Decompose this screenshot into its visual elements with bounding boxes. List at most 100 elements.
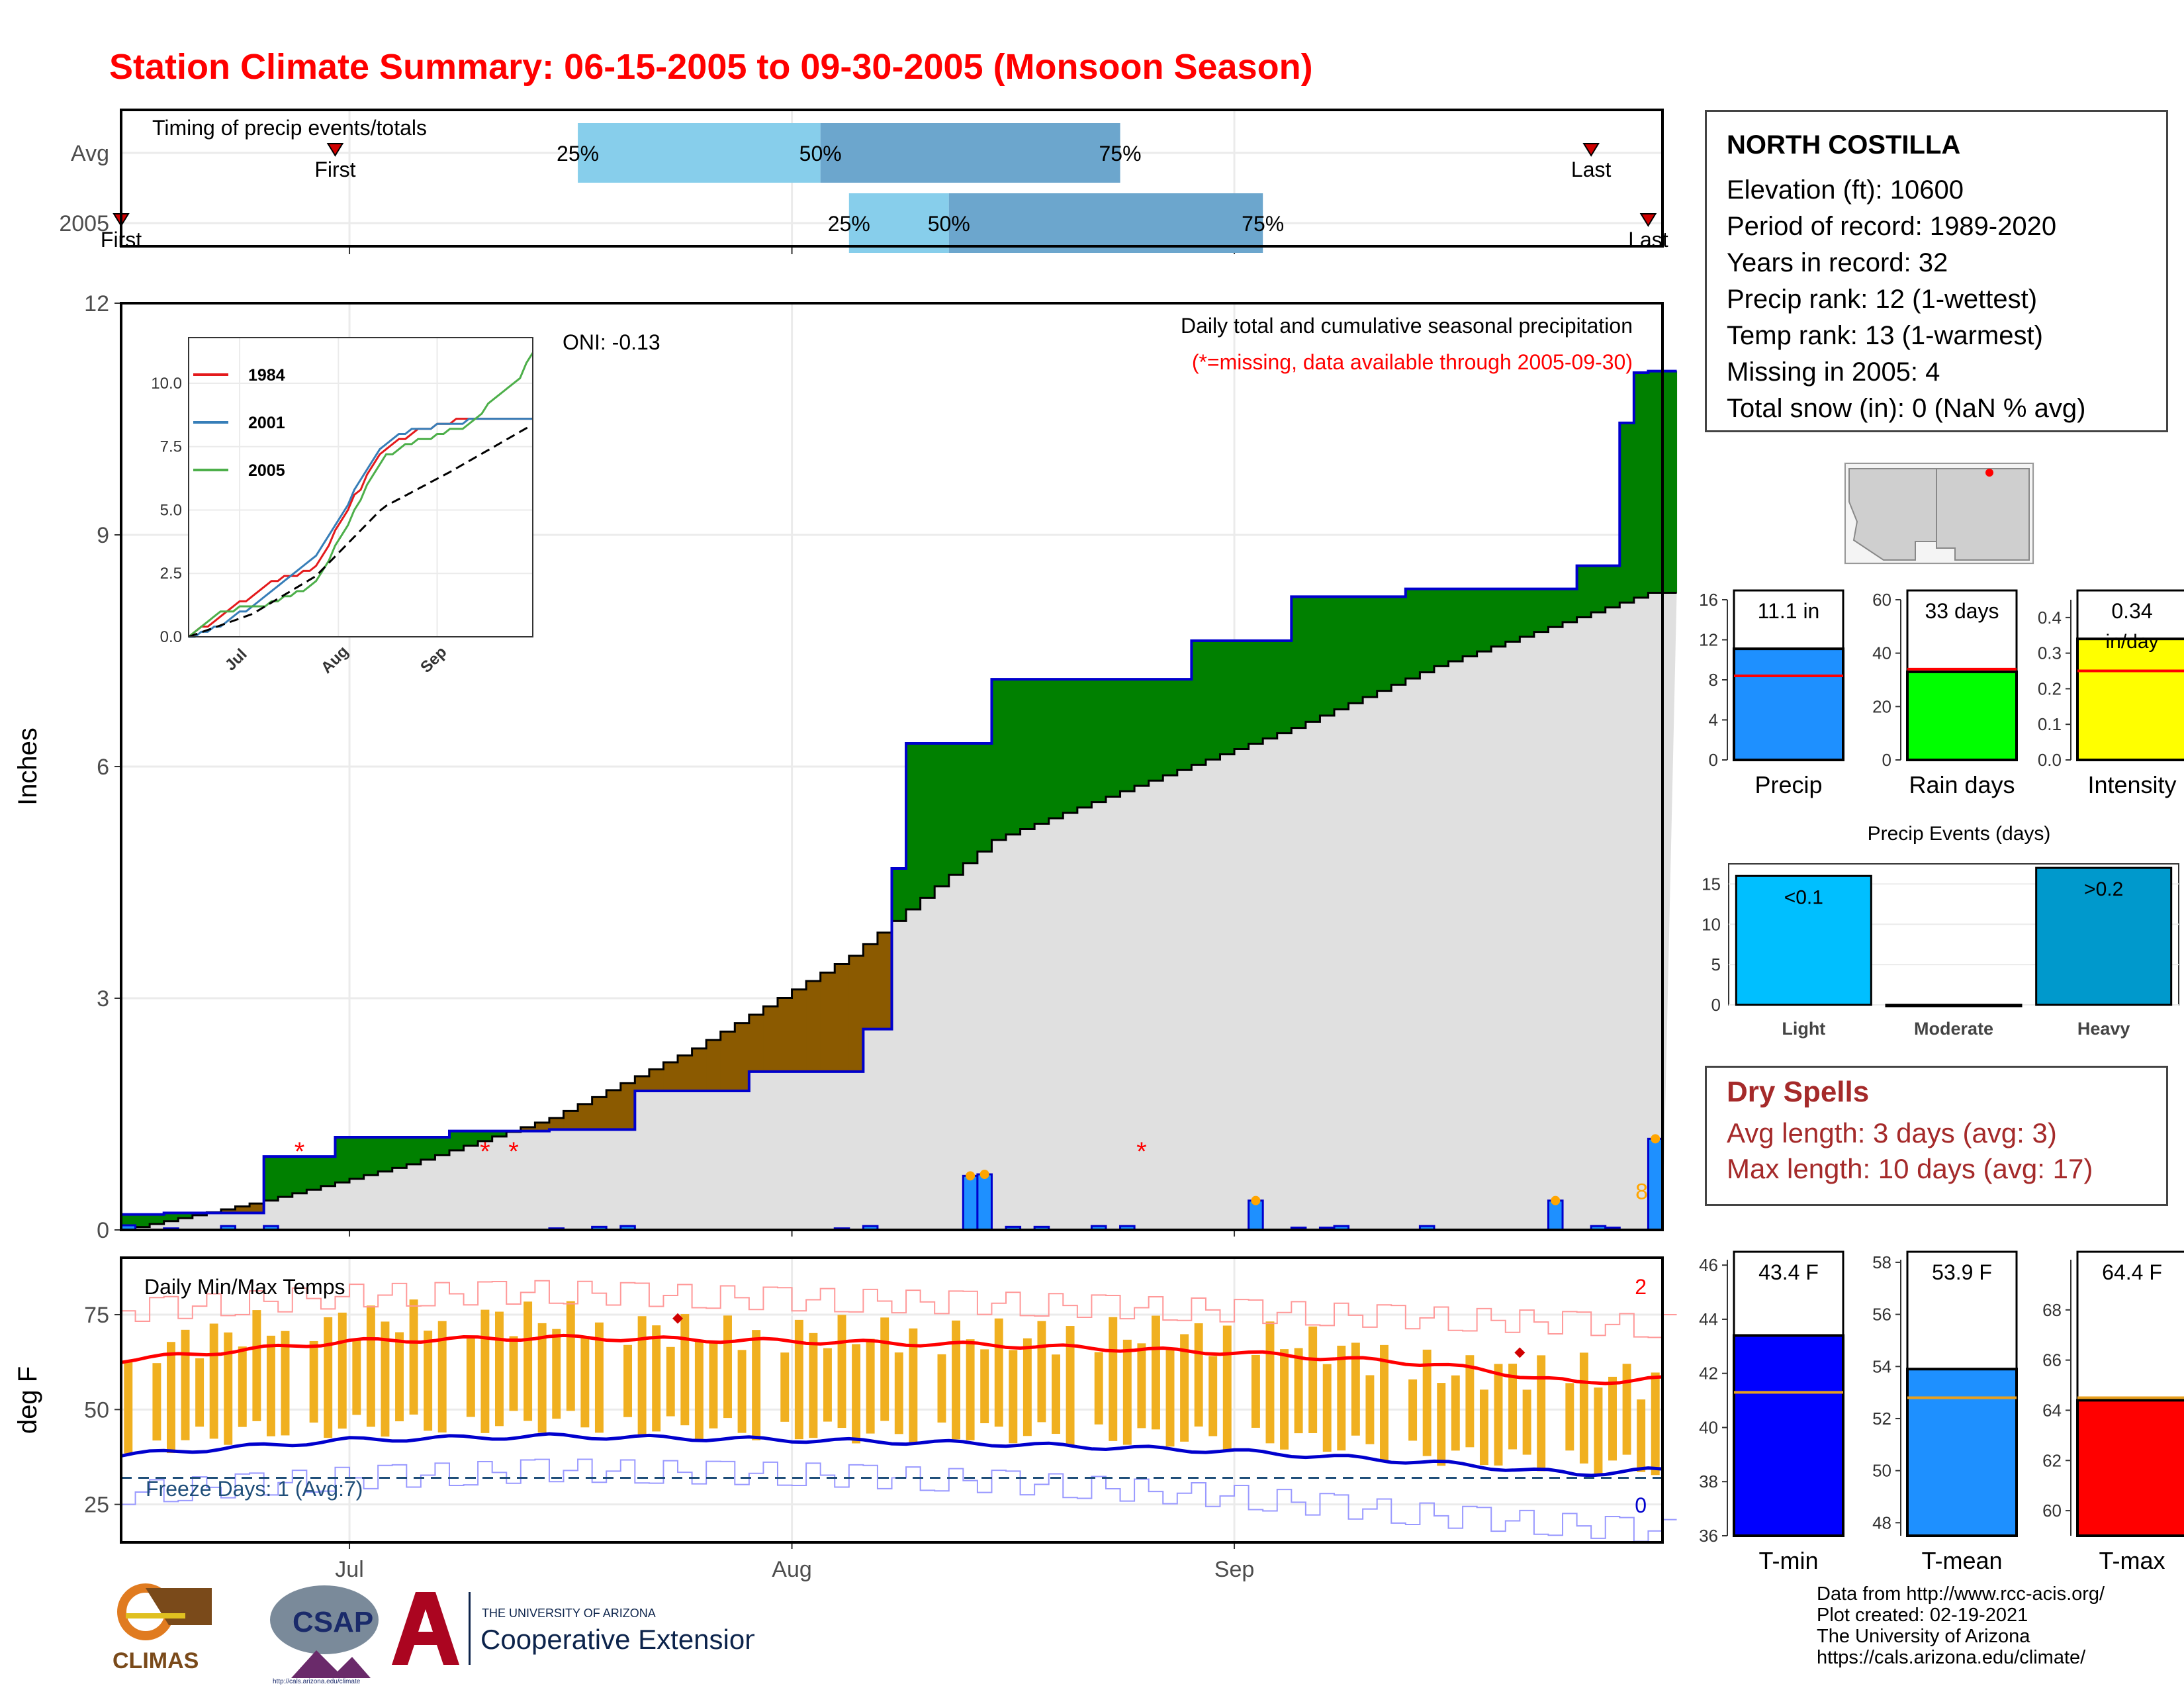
above-avg-fill <box>420 1137 435 1160</box>
timing-quartile-bar-high <box>948 193 1263 253</box>
panel-bar <box>1733 1334 1844 1537</box>
inset-y-tick-label: 2.5 <box>160 565 182 583</box>
above-avg-fill <box>1619 422 1635 603</box>
temperature-summary-bars: 36 38 40 42 44 46 43.4 F T-min 48 50 52 54 56 58 53.9 … <box>1699 1250 2184 1574</box>
below-avg-fill <box>606 1090 621 1130</box>
daily-temp-range-bar <box>1052 1354 1060 1434</box>
panel-y-tick-label: 60 <box>1872 590 1891 610</box>
above-avg-fill <box>1548 588 1563 628</box>
above-avg-fill <box>1063 679 1078 813</box>
credit-university: The University of Arizona <box>1817 1626 2030 1647</box>
below-avg-fill <box>835 964 850 1072</box>
timing-percentile-label: 75% <box>1099 142 1142 165</box>
panel-value-label: 53.9 F <box>1932 1260 1992 1284</box>
panel-category-label: Rain days <box>1909 771 2015 798</box>
above-avg-fill <box>934 743 950 886</box>
panel-y-tick-label: 60 <box>2042 1501 2062 1521</box>
above-avg-fill <box>278 1156 293 1197</box>
above-avg-fill <box>1477 588 1492 652</box>
panel-y-tick-label: 54 <box>1872 1356 1891 1376</box>
above-avg-fill <box>1048 679 1064 819</box>
daily-temp-range-bar <box>266 1335 275 1436</box>
above-avg-fill <box>135 1214 150 1227</box>
timing-quartile-bar-low <box>848 193 949 253</box>
panel-bar <box>2076 637 2184 762</box>
daily-temp-range-bar <box>537 1323 547 1433</box>
page-title: Station Climate Summary: 06-15-2005 to 0… <box>109 47 1313 87</box>
daily-temp-range-bar <box>1622 1364 1631 1455</box>
panel-value-box <box>1906 589 2018 673</box>
daily-temp-range-bar <box>1565 1383 1574 1451</box>
daily-temp-range-bar <box>1437 1383 1446 1466</box>
daily-temp-range-bar <box>252 1310 261 1421</box>
inset-legend-label: 2005 <box>248 461 285 480</box>
precip-chart: 0 3 6 9 12 * * * * Daily total and cumulative sea… <box>13 291 1678 1243</box>
timing-percentile-label: 50% <box>799 142 842 165</box>
event-marker <box>1551 1196 1561 1205</box>
panel-y-tick-label: 42 <box>1699 1364 1718 1383</box>
daily-temp-range-bar <box>523 1301 533 1421</box>
csap-logo: CSAP http://cals.arizona.edu/climate <box>270 1585 379 1685</box>
record-temp-marker <box>1514 1347 1525 1358</box>
precip-y-tick-label: 3 <box>97 986 109 1011</box>
panel-value-label: 11.1 in <box>1758 599 1820 623</box>
timing-quartile-bar-high <box>820 123 1120 183</box>
above-avg-fill <box>1134 679 1150 786</box>
panel-bar <box>1906 670 2018 761</box>
above-avg-fill <box>1148 679 1163 781</box>
events-category-label: Moderate <box>1914 1019 1993 1039</box>
dry-spells-title: Dry Spells <box>1727 1076 1870 1108</box>
daily-temp-range-bar <box>1180 1334 1189 1442</box>
inset-y-tick-label: 0.0 <box>160 628 182 646</box>
logo-strip: CLIMAS CSAP http://cals.arizona.edu/clim… <box>113 1583 754 1685</box>
below-avg-fill <box>820 972 835 1072</box>
daily-temp-range-bar <box>494 1311 504 1427</box>
daily-temp-range-bar <box>1208 1356 1218 1436</box>
above-avg-fill <box>1605 565 1620 608</box>
panel-y-tick-label: 64 <box>2042 1400 2062 1420</box>
daily-temp-range-bar <box>195 1358 205 1427</box>
above-avg-fill <box>1662 371 1678 593</box>
below-avg-fill <box>592 1097 607 1130</box>
daily-temp-range-bar <box>224 1332 233 1445</box>
below-avg-fill <box>663 1062 678 1091</box>
avg-cumulative-area <box>121 592 1677 1230</box>
station-snow: Total snow (in): 0 (NaN % avg) <box>1727 394 2086 423</box>
panel-y-tick-label: 0.4 <box>2038 608 2062 628</box>
above-avg-fill <box>320 1156 336 1186</box>
daily-temp-range-bar <box>809 1333 818 1438</box>
daily-temp-range-bar <box>352 1340 361 1415</box>
station-info-box: NORTH COSTILLA Elevation (ft): 10600 Per… <box>1705 110 2168 432</box>
events-bar-label: >0.2 <box>2084 878 2123 900</box>
above-avg-fill <box>1220 640 1235 755</box>
panel-category-label: T-min <box>1759 1547 1819 1574</box>
below-avg-fill <box>678 1055 693 1091</box>
above-avg-fill <box>1491 588 1506 647</box>
temp-chart: 25 50 75 Jul Aug Sep Daily Min/Max Temps Freeze… <box>13 1256 1677 1582</box>
station-elevation: Elevation (ft): 10600 <box>1727 175 1964 205</box>
precip-count-label: 8 <box>1635 1179 1648 1204</box>
above-avg-fill <box>1576 565 1592 618</box>
daily-temp-range-bar <box>381 1321 390 1437</box>
daily-temp-range-bar <box>1365 1375 1375 1444</box>
daily-temp-range-bar <box>652 1325 661 1432</box>
daily-temp-range-bar <box>1037 1321 1046 1423</box>
daily-temp-range-bar <box>1351 1342 1360 1436</box>
inset-y-tick-label: 7.5 <box>160 438 182 456</box>
panel-y-tick-label: 68 <box>2042 1300 2062 1320</box>
above-avg-fill <box>1433 588 1449 667</box>
below-avg-fill <box>806 981 821 1072</box>
daily-temp-range-bar <box>980 1349 989 1423</box>
dry-spells-box: Dry Spells Avg length: 3 days (avg: 3) M… <box>1705 1066 2168 1206</box>
timing-row-label: Avg <box>71 141 109 166</box>
daily-temp-range-bar <box>909 1328 918 1444</box>
events-category-label: Light <box>1782 1019 1825 1039</box>
temp-series-line <box>120 1432 1663 1477</box>
precip-y-axis-label: Inches <box>13 727 42 806</box>
missing-marker: * <box>295 1137 305 1166</box>
above-avg-fill <box>1448 588 1463 661</box>
above-avg-fill <box>1591 565 1606 613</box>
below-avg-fill <box>220 1209 236 1213</box>
precip-y-tick-label: 6 <box>97 755 109 780</box>
daily-temp-range-bar <box>181 1329 190 1440</box>
